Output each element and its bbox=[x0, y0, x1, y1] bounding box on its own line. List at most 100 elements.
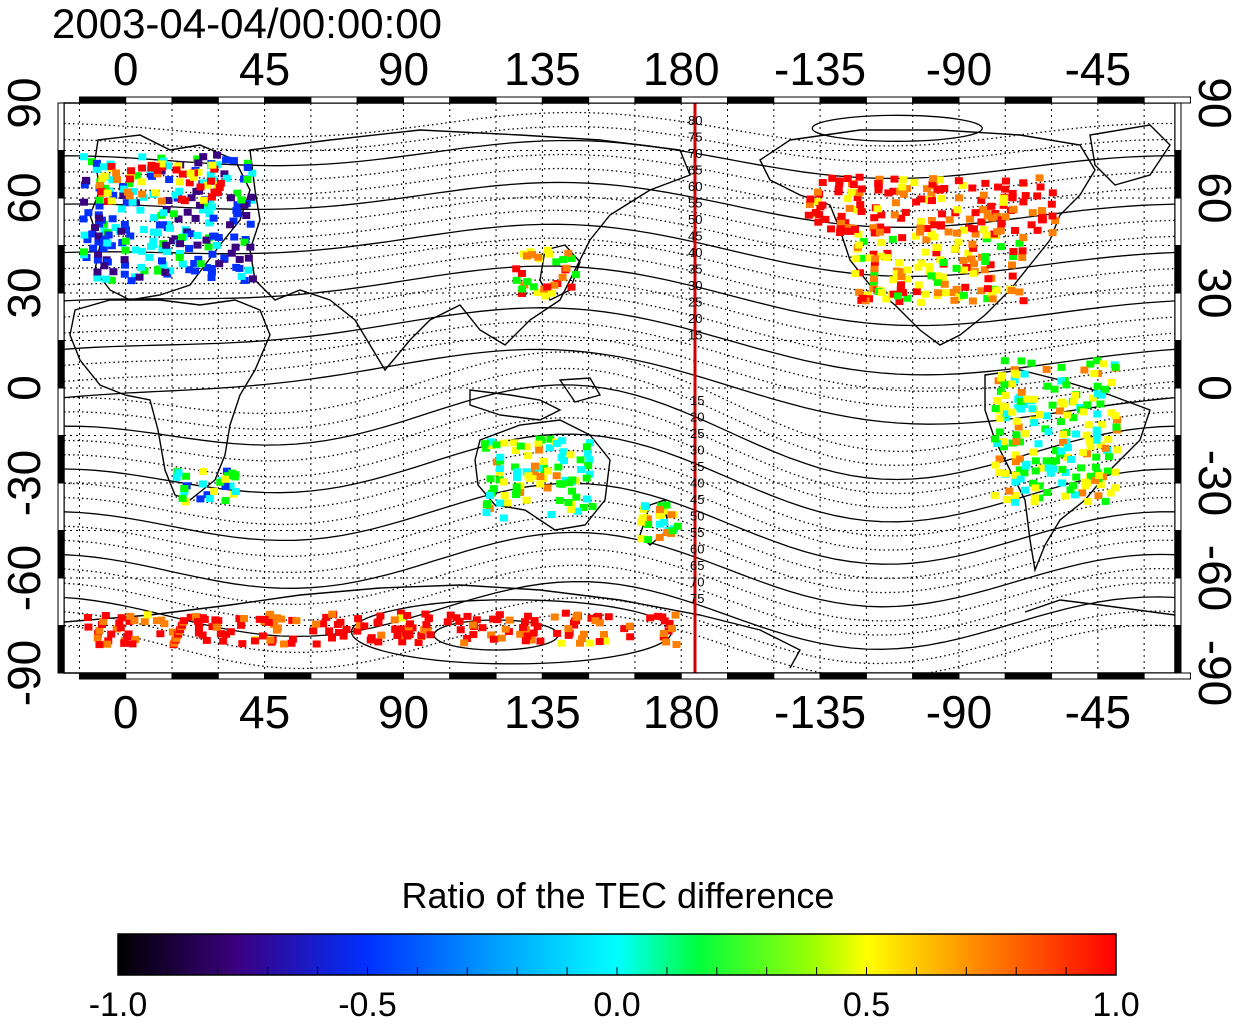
tec-cell bbox=[555, 497, 564, 505]
tec-cell bbox=[1104, 435, 1113, 443]
tec-cell bbox=[403, 611, 412, 619]
tec-cell bbox=[910, 178, 919, 186]
contour-line bbox=[64, 580, 1175, 650]
tec-cell bbox=[978, 206, 987, 214]
tec-cell bbox=[961, 283, 970, 291]
tec-cell bbox=[1099, 473, 1108, 481]
tec-cell bbox=[191, 613, 200, 621]
tec-cell bbox=[162, 248, 171, 256]
contour-label-south: 25 bbox=[690, 426, 704, 441]
tec-cell bbox=[855, 173, 864, 181]
tec-cell bbox=[927, 230, 936, 238]
tec-cell bbox=[216, 478, 225, 486]
frame-tick bbox=[1174, 625, 1182, 674]
tec-cell bbox=[132, 172, 141, 180]
right-latitude-labels: 90 60 30 0 -30 -60 -90 bbox=[1189, 77, 1240, 706]
tec-cell bbox=[853, 193, 862, 201]
tec-cell bbox=[102, 275, 111, 283]
tec-cell bbox=[258, 632, 267, 640]
tec-cell bbox=[88, 230, 97, 238]
contour-line bbox=[64, 251, 1175, 310]
tec-cell bbox=[186, 169, 195, 177]
tec-cell bbox=[535, 446, 544, 454]
tec-cell bbox=[527, 636, 536, 644]
tec-cell bbox=[165, 176, 174, 184]
tec-cell bbox=[94, 220, 103, 228]
tec-cell bbox=[573, 507, 582, 515]
right-lat-label: 0 bbox=[1189, 375, 1240, 401]
tec-cell bbox=[472, 616, 481, 624]
tec-cell bbox=[374, 638, 383, 646]
tec-cell bbox=[93, 256, 102, 264]
tec-cell bbox=[916, 228, 925, 236]
tec-cell bbox=[522, 496, 531, 504]
tec-cell bbox=[929, 175, 938, 183]
tec-cell bbox=[107, 630, 116, 638]
tec-cell bbox=[546, 435, 555, 443]
tec-cell bbox=[641, 503, 650, 511]
tec-cell bbox=[1103, 467, 1112, 475]
contour-label-south: 45 bbox=[690, 492, 704, 507]
tec-cell bbox=[480, 440, 489, 448]
tec-cell bbox=[997, 402, 1006, 410]
tec-cell bbox=[194, 168, 203, 176]
colorbar: Ratio of the TEC difference -1.0 -0.5 0.0 0… bbox=[89, 875, 1140, 1024]
tec-cell bbox=[131, 246, 140, 254]
frame-tick bbox=[541, 96, 590, 104]
frame-tick bbox=[912, 672, 960, 680]
tec-cell bbox=[91, 224, 100, 232]
frame-tick bbox=[680, 96, 729, 104]
tec-cell bbox=[655, 520, 664, 528]
contour-line bbox=[64, 417, 1175, 509]
tec-cell bbox=[903, 294, 912, 302]
tec-cell bbox=[964, 224, 973, 232]
tec-cell bbox=[205, 210, 214, 218]
tec-cell bbox=[95, 182, 104, 190]
tec-cell bbox=[960, 266, 969, 274]
tec-cell bbox=[240, 276, 249, 284]
tec-cell bbox=[520, 618, 529, 626]
tec-cell bbox=[992, 286, 1001, 294]
tec-cell bbox=[232, 206, 241, 214]
contour-line bbox=[64, 334, 1175, 409]
tec-cell bbox=[456, 626, 465, 634]
tec-cell bbox=[95, 214, 104, 222]
contour-label-south: 75 bbox=[690, 591, 704, 606]
tec-cell bbox=[512, 483, 521, 491]
tec-cell bbox=[954, 238, 963, 246]
tec-cell bbox=[93, 268, 102, 276]
tec-cell bbox=[1057, 447, 1066, 455]
tec-cell bbox=[109, 268, 118, 276]
tec-cell bbox=[986, 261, 995, 269]
tec-cell bbox=[1078, 489, 1087, 497]
tec-cell bbox=[895, 259, 904, 267]
frame-tick bbox=[1174, 245, 1182, 294]
tec-cell bbox=[952, 285, 961, 293]
tec-cell bbox=[492, 441, 501, 449]
tec-cell bbox=[601, 637, 610, 645]
tec-cell bbox=[1008, 261, 1017, 269]
tec-cell bbox=[934, 289, 943, 297]
tec-cell bbox=[863, 291, 872, 299]
tec-cell bbox=[243, 163, 252, 171]
tec-cell bbox=[230, 233, 239, 241]
tec-cell bbox=[414, 639, 423, 647]
tec-cell bbox=[999, 443, 1008, 451]
tec-cell bbox=[1061, 492, 1070, 500]
tec-cell bbox=[939, 258, 948, 266]
tec-cell bbox=[109, 191, 118, 199]
tec-cell bbox=[1016, 475, 1025, 483]
tec-cell bbox=[120, 270, 129, 278]
tec-cell bbox=[99, 220, 108, 228]
frame-tick bbox=[57, 435, 65, 484]
tec-cell bbox=[875, 228, 884, 236]
patch-australia bbox=[480, 435, 597, 522]
contour-label-north: 15 bbox=[688, 328, 702, 343]
tec-cell bbox=[873, 205, 882, 213]
tec-cell bbox=[175, 187, 184, 195]
tec-cell bbox=[220, 254, 229, 262]
tec-cell bbox=[916, 298, 925, 306]
tec-cell bbox=[149, 228, 158, 236]
tec-cell bbox=[564, 625, 573, 633]
tec-cell bbox=[154, 229, 163, 237]
